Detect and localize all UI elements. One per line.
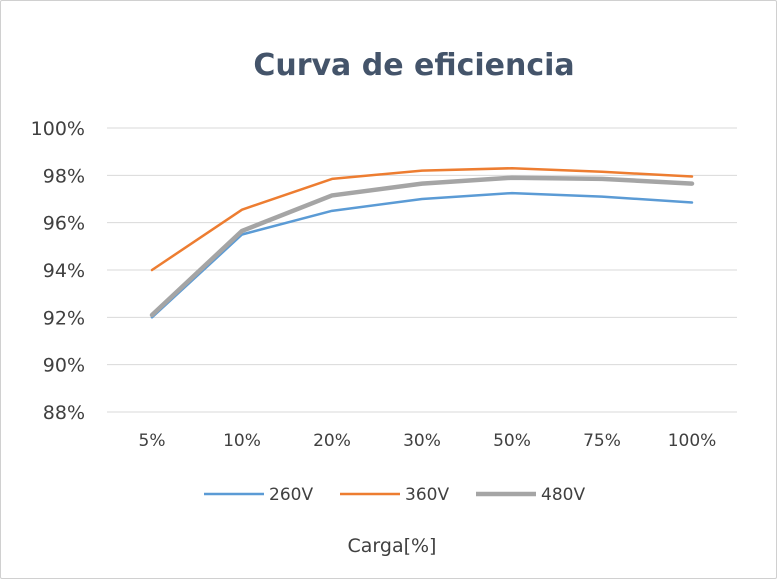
series-line-480v	[149, 175, 695, 318]
x-tick-label: 75%	[583, 431, 621, 451]
x-tick-label: 30%	[403, 431, 441, 451]
series-lines	[149, 166, 695, 319]
chart-title: Curva de eficiencia	[253, 48, 574, 83]
x-tick-label: 100%	[668, 431, 717, 451]
y-axis-ticks: 88% 90% 92% 94% 96% 98% 100%	[31, 118, 85, 424]
legend-label: 480V	[541, 485, 585, 505]
legend-label: 260V	[269, 485, 313, 505]
x-axis-ticks: 5% 10% 20% 30% 50% 75% 100%	[139, 431, 717, 451]
series-line-260v	[150, 191, 694, 319]
series-line-360v	[150, 166, 694, 272]
x-tick-label: 10%	[223, 431, 261, 451]
y-tick-label: 90%	[43, 355, 85, 377]
y-tick-label: 92%	[43, 307, 85, 329]
gridlines	[107, 127, 737, 413]
x-tick-label: 20%	[313, 431, 351, 451]
y-tick-label: 96%	[43, 213, 85, 235]
y-tick-label: 88%	[43, 402, 85, 424]
x-tick-label: 5%	[139, 431, 166, 451]
x-tick-label: 50%	[493, 431, 531, 451]
y-tick-label: 94%	[43, 260, 85, 282]
y-tick-label: 100%	[31, 118, 85, 140]
x-axis-label: Carga[%]	[348, 535, 437, 557]
y-tick-label: 98%	[43, 165, 85, 187]
legend-label: 360V	[405, 485, 449, 505]
legend: 260V 360V 480V	[204, 485, 585, 505]
